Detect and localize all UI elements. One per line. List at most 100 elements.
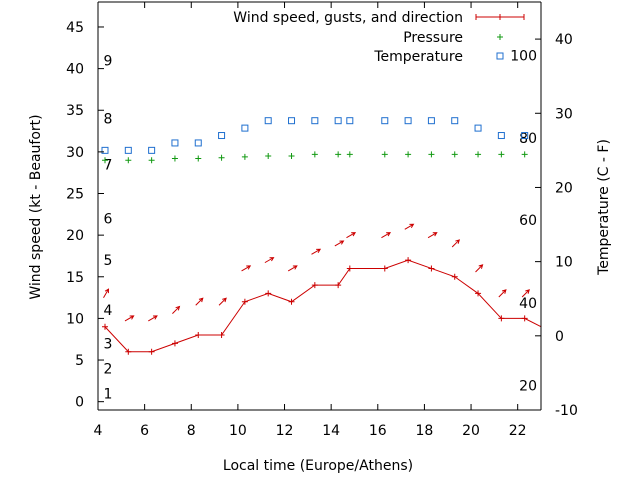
wind-speed-point [428, 265, 435, 272]
temperature-point [497, 132, 505, 140]
pressure-point [218, 154, 225, 161]
wind-direction-arrow [218, 297, 227, 306]
temperature-point [148, 146, 156, 154]
beaufort-label: 4 [104, 303, 113, 319]
x-tick-label: 10 [229, 423, 247, 439]
pressure-series [101, 151, 528, 164]
beaufort-label: 1 [104, 386, 113, 402]
y-axis-label: Wind speed (kt - Beaufort) [28, 114, 44, 299]
fahrenheit-label: 60 [519, 213, 537, 229]
pressure-point [148, 157, 155, 164]
wind-speed-point [451, 273, 458, 280]
y2-axis-ticks: -10 0 10 20 30 40 [535, 32, 578, 419]
x-axis-label: Local time (Europe/Athens) [223, 458, 413, 474]
legend-swatch-wind-ticks [475, 14, 525, 20]
y-tick-label: 10 [66, 311, 84, 327]
wind-direction-arrow [241, 265, 252, 272]
y2-axis-label: Temperature (C - F) [596, 139, 612, 276]
wind-direction-arrow [124, 315, 135, 322]
wind-speed-point [101, 323, 108, 330]
y2-tick-label: 20 [555, 180, 573, 196]
wind-direction-arrow [381, 232, 392, 239]
x-axis-ticks: 4 6 8 10 12 14 16 18 20 22 [94, 2, 527, 439]
legend-label-wind: Wind speed, gusts, and direction [233, 10, 463, 26]
beaufort-labels: 1 2 3 4 5 6 7 8 9 [104, 53, 113, 402]
x-tick-label: 8 [187, 423, 196, 439]
y-tick-label: 0 [75, 395, 84, 411]
x-tick-label: 14 [322, 423, 340, 439]
y-axis-ticks: 0 5 10 15 20 25 30 35 40 45 [66, 20, 104, 411]
temperature-point [288, 117, 296, 125]
wind-speed-point [346, 265, 353, 272]
beaufort-label: 7 [104, 157, 113, 173]
y-tick-label: 45 [66, 20, 84, 36]
beaufort-label: 9 [104, 53, 113, 69]
legend-swatch-temperature [496, 52, 504, 60]
temperature-point [334, 117, 342, 125]
fahrenheit-label: 20 [519, 379, 537, 395]
y2-tick-label: 40 [555, 32, 573, 48]
x-tick-label: 6 [140, 423, 149, 439]
wind-direction-arrow [103, 288, 110, 299]
pressure-point [265, 153, 272, 160]
temperature-point [474, 124, 482, 132]
pressure-point [475, 151, 482, 158]
pressure-point [101, 157, 108, 164]
x-tick-label: 4 [94, 423, 103, 439]
legend-label-pressure: Pressure [403, 30, 463, 46]
wind-speed-point [498, 315, 505, 322]
x-tick-label: 16 [369, 423, 387, 439]
wind-direction-arrow [521, 289, 530, 298]
wind-direction-arrow [475, 264, 484, 273]
wind-direction-arrow [311, 248, 322, 255]
wind-speed-point [241, 298, 248, 305]
legend: Wind speed, gusts, and direction Pressure… [233, 10, 525, 65]
fahrenheit-label: 40 [519, 296, 537, 312]
wind-speed-point [288, 298, 295, 305]
pressure-point [451, 151, 458, 158]
temperature-point [381, 117, 389, 125]
plot-frame [97, 1, 542, 411]
y-tick-label: 20 [66, 228, 84, 244]
x-tick-label: 20 [462, 423, 480, 439]
wind-speed-point [265, 290, 272, 297]
pressure-point [405, 151, 412, 158]
beaufort-label: 8 [104, 112, 113, 128]
wind-direction-arrow [148, 315, 158, 322]
x-tick-label: 22 [509, 423, 527, 439]
legend-label-temperature: Temperature [373, 49, 463, 65]
pressure-point [335, 151, 342, 158]
beaufort-label: 6 [104, 211, 113, 227]
y2-tick-label: -10 [555, 403, 578, 419]
wind-speed-point [311, 282, 318, 289]
pressure-point [381, 151, 388, 158]
wind-speed-point [125, 348, 132, 355]
y-tick-label: 30 [66, 145, 84, 161]
temperature-point [451, 117, 459, 125]
temperature-point [404, 117, 412, 125]
y-tick-label: 40 [66, 62, 84, 78]
pressure-point [125, 157, 132, 164]
pressure-point [171, 155, 178, 162]
legend-swatch-pressure [497, 34, 503, 40]
y2-tick-label: 30 [555, 106, 573, 122]
temperature-series [101, 117, 529, 154]
pressure-point [521, 151, 528, 158]
fahrenheit-label: 100 [510, 48, 537, 64]
wind-direction-arrow [287, 265, 298, 272]
wind-direction-arrow [195, 297, 204, 306]
wind-speed-point [335, 282, 342, 289]
y2-tick-label: 0 [555, 329, 564, 345]
temperature-point [427, 117, 435, 125]
wind-speed-point [171, 340, 178, 347]
wind-series [101, 257, 542, 355]
x-tick-label: 18 [416, 423, 434, 439]
wind-direction-arrow [404, 223, 415, 230]
wind-direction-arrow [498, 289, 507, 298]
y-tick-label: 25 [66, 187, 84, 203]
y-tick-label: 35 [66, 103, 84, 119]
temperature-point [521, 132, 529, 140]
beaufort-label: 2 [104, 361, 113, 377]
wind-speed-point [405, 257, 412, 264]
